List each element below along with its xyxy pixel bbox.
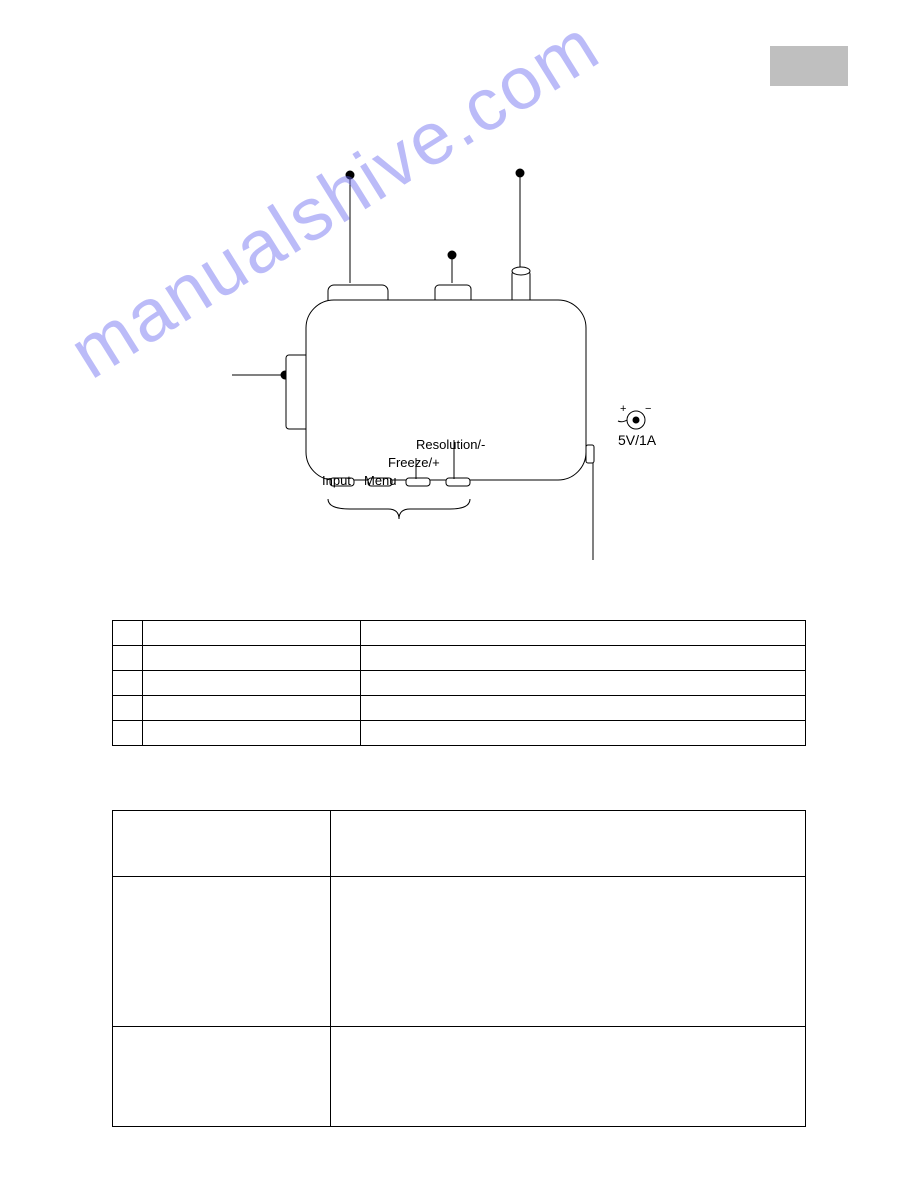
table-row [113, 696, 806, 721]
page-badge [770, 46, 848, 86]
svg-text:−: − [645, 403, 651, 415]
cell-name [143, 696, 361, 721]
cell-desc [331, 1027, 806, 1127]
buttons-table [112, 810, 806, 1127]
page: + − 5V/1A Input Menu Freeze/+ Resolution… [0, 0, 918, 1188]
cell-desc [331, 811, 806, 877]
cell-button [113, 811, 331, 877]
cell-desc [361, 721, 806, 746]
label-freeze: Freeze/+ [388, 455, 440, 470]
table-row [113, 877, 806, 1027]
cell-button [113, 877, 331, 1027]
cell-desc [361, 646, 806, 671]
table-row [113, 811, 806, 877]
cell-name [143, 721, 361, 746]
cell-num [113, 671, 143, 696]
table-row [113, 1027, 806, 1127]
table-row [113, 721, 806, 746]
cell-desc [361, 696, 806, 721]
cell-num [113, 721, 143, 746]
buttons-brace [328, 499, 470, 519]
cell-desc [331, 877, 806, 1027]
label-input: Input [322, 473, 351, 488]
cell-desc [361, 671, 806, 696]
table-row [113, 671, 806, 696]
cell-button [113, 1027, 331, 1127]
label-resolution: Resolution/- [416, 437, 485, 452]
device-diagram: + − 5V/1A [220, 165, 700, 585]
svg-text:+: + [620, 403, 626, 415]
cell-name [143, 621, 361, 646]
cell-name [143, 646, 361, 671]
table-row [113, 621, 806, 646]
cell-desc [361, 621, 806, 646]
cell-num [113, 621, 143, 646]
connectors-table [112, 620, 806, 746]
cell-name [143, 671, 361, 696]
cell-num [113, 646, 143, 671]
power-label: 5V/1A [618, 432, 657, 448]
table-row [113, 646, 806, 671]
cell-num [113, 696, 143, 721]
device-body [306, 300, 586, 480]
label-menu: Menu [364, 473, 397, 488]
